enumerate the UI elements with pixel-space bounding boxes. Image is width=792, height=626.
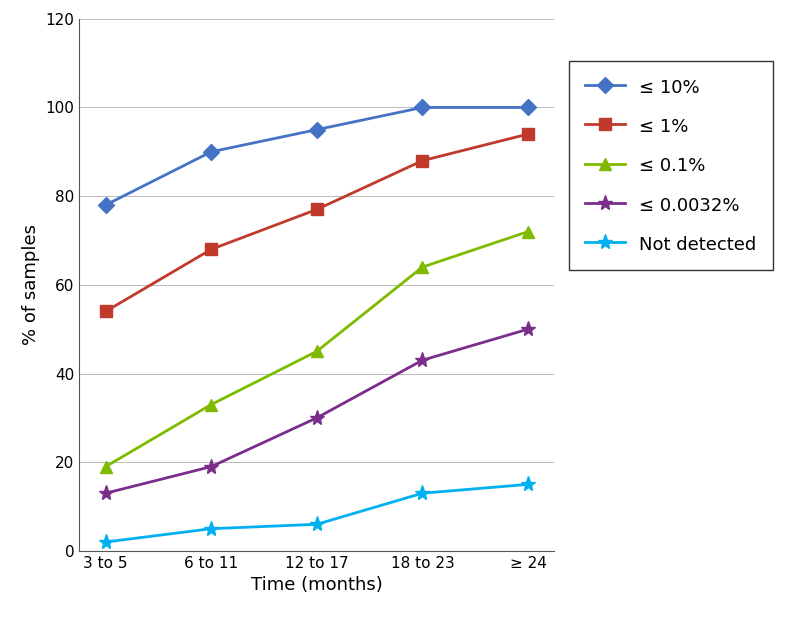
≤ 0.1% <box>417 264 427 271</box>
≤ 1% <box>101 308 110 316</box>
Not detected <box>207 525 216 533</box>
Line: ≤ 0.0032%: ≤ 0.0032% <box>98 322 535 501</box>
Line: ≤ 10%: ≤ 10% <box>100 102 534 210</box>
Not detected <box>312 521 322 528</box>
≤ 0.1% <box>312 347 322 355</box>
≤ 1% <box>207 245 216 253</box>
Y-axis label: % of samples: % of samples <box>22 224 40 346</box>
Line: ≤ 1%: ≤ 1% <box>100 128 534 317</box>
≤ 10% <box>417 104 427 111</box>
≤ 10% <box>524 104 533 111</box>
≤ 0.0032% <box>524 326 533 333</box>
Not detected <box>101 538 110 546</box>
≤ 10% <box>207 148 216 155</box>
≤ 10% <box>101 202 110 209</box>
X-axis label: Time (months): Time (months) <box>251 577 383 594</box>
≤ 0.0032% <box>101 490 110 497</box>
≤ 1% <box>312 206 322 213</box>
≤ 1% <box>417 157 427 165</box>
Not detected <box>524 481 533 488</box>
Legend: ≤ 10%, ≤ 1%, ≤ 0.1%, ≤ 0.0032%, Not detected: ≤ 10%, ≤ 1%, ≤ 0.1%, ≤ 0.0032%, Not dete… <box>569 61 772 270</box>
≤ 0.1% <box>101 463 110 470</box>
≤ 1% <box>524 130 533 138</box>
Not detected <box>417 490 427 497</box>
≤ 10% <box>312 126 322 133</box>
≤ 0.0032% <box>207 463 216 470</box>
≤ 0.0032% <box>312 414 322 422</box>
≤ 0.1% <box>207 401 216 408</box>
Line: ≤ 0.1%: ≤ 0.1% <box>99 225 535 473</box>
≤ 0.1% <box>524 228 533 235</box>
≤ 0.0032% <box>417 356 427 364</box>
Line: Not detected: Not detected <box>98 477 535 550</box>
